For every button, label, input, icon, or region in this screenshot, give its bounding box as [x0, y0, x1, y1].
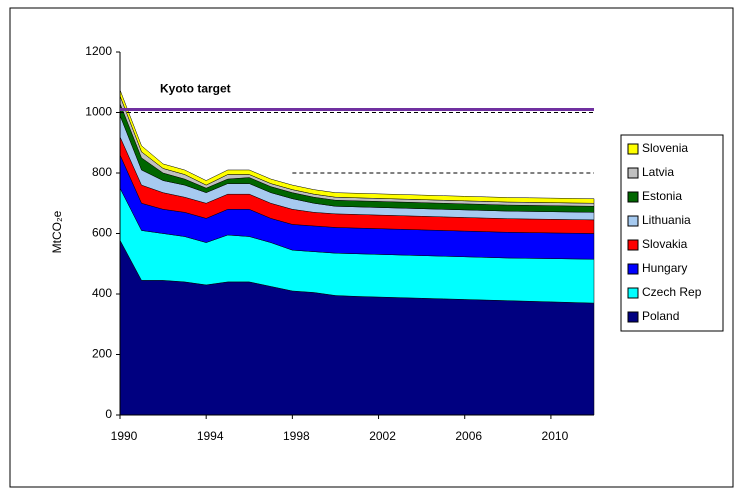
legend-swatch — [627, 311, 639, 323]
legend-swatch — [627, 143, 639, 155]
x-tick-label: 2002 — [369, 429, 396, 443]
y-tick-label: 400 — [92, 286, 112, 300]
legend-label: Slovakia — [642, 237, 688, 251]
y-tick-label: 800 — [92, 165, 112, 179]
legend-swatch — [627, 191, 639, 203]
x-tick-label: 1990 — [111, 429, 138, 443]
legend-label: Czech Rep — [642, 285, 702, 299]
y-axis-label: MtCO₂e — [50, 210, 64, 253]
x-tick-label: 1998 — [283, 429, 310, 443]
legend-swatch — [627, 215, 639, 227]
legend-label: Poland — [642, 309, 679, 323]
x-tick-label: 1994 — [197, 429, 224, 443]
x-tick-label: 2010 — [542, 429, 569, 443]
legend-swatch — [627, 287, 639, 299]
y-tick-label: 0 — [105, 407, 112, 421]
y-tick-label: 1000 — [85, 105, 112, 119]
y-tick-label: 600 — [92, 226, 112, 240]
area — [119, 89, 595, 204]
y-tick-label: 200 — [92, 347, 112, 361]
legend-label: Estonia — [642, 189, 682, 203]
legend-swatch — [627, 239, 639, 251]
legend-swatch — [627, 263, 639, 275]
legend-label: Slovenia — [642, 141, 688, 155]
x-tick-label: 2006 — [455, 429, 482, 443]
reference-label: Kyoto target — [160, 82, 231, 96]
y-tick-label: 1200 — [85, 44, 112, 58]
legend-label: Lithuania — [642, 213, 691, 227]
legend-swatch — [627, 167, 639, 179]
legend-label: Latvia — [642, 165, 674, 179]
legend-label: Hungary — [642, 261, 687, 275]
